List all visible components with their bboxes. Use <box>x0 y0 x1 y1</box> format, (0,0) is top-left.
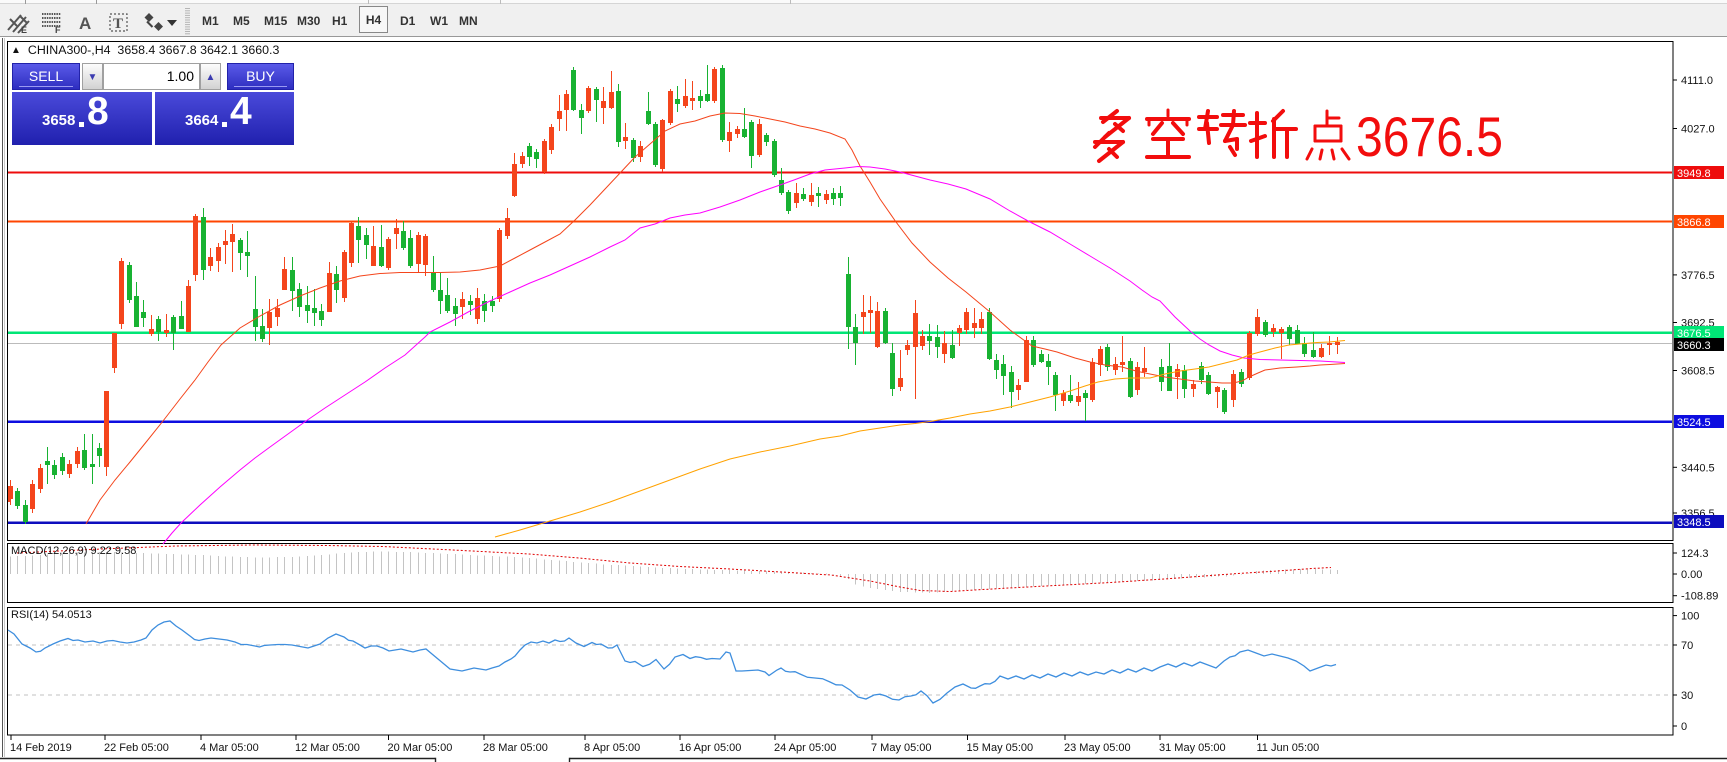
svg-text:A: A <box>79 14 91 33</box>
svg-text:14 Feb 2019: 14 Feb 2019 <box>10 742 72 754</box>
svg-text:15 May 05:00: 15 May 05:00 <box>967 742 1034 754</box>
svg-text:24 Apr 05:00: 24 Apr 05:00 <box>774 742 836 754</box>
svg-text:30: 30 <box>1681 690 1693 702</box>
svg-text:T: T <box>113 16 123 32</box>
svg-text:3776.5: 3776.5 <box>1681 270 1715 282</box>
svg-text:0: 0 <box>1681 721 1687 733</box>
svg-text:70: 70 <box>1681 640 1693 652</box>
svg-text:22 Feb 05:00: 22 Feb 05:00 <box>104 742 169 754</box>
svg-text:28 Mar 05:00: 28 Mar 05:00 <box>483 742 548 754</box>
svg-text:3949.8: 3949.8 <box>1677 168 1711 180</box>
svg-text:124.3: 124.3 <box>1681 548 1709 560</box>
svg-text:MACD(12,26,9) 9.22 9.58: MACD(12,26,9) 9.22 9.58 <box>11 545 136 557</box>
svg-text:100: 100 <box>1681 611 1699 623</box>
svg-text:3440.5: 3440.5 <box>1681 462 1715 474</box>
svg-text:3660.3: 3660.3 <box>1677 340 1711 352</box>
svg-text:4027.0: 4027.0 <box>1681 124 1715 136</box>
svg-text:23 May 05:00: 23 May 05:00 <box>1064 742 1131 754</box>
svg-text:3676.5: 3676.5 <box>1356 105 1503 168</box>
svg-text:11 Jun 05:00: 11 Jun 05:00 <box>1257 742 1320 754</box>
svg-text:4 Mar 05:00: 4 Mar 05:00 <box>200 742 259 754</box>
svg-text:3866.8: 3866.8 <box>1677 217 1711 229</box>
svg-text:E: E <box>21 25 27 35</box>
svg-text:-108.89: -108.89 <box>1681 591 1718 603</box>
svg-text:20 Mar 05:00: 20 Mar 05:00 <box>388 742 453 754</box>
svg-text:4111.0: 4111.0 <box>1681 75 1713 87</box>
svg-text:0.00: 0.00 <box>1681 569 1702 581</box>
svg-text:12 Mar 05:00: 12 Mar 05:00 <box>295 742 360 754</box>
svg-text:3676.5: 3676.5 <box>1677 328 1711 340</box>
svg-text:7 May 05:00: 7 May 05:00 <box>871 742 932 754</box>
svg-text:RSI(14) 54.0513: RSI(14) 54.0513 <box>11 609 92 621</box>
svg-text:16 Apr 05:00: 16 Apr 05:00 <box>679 742 741 754</box>
svg-text:8 Apr 05:00: 8 Apr 05:00 <box>584 742 640 754</box>
svg-text:31 May 05:00: 31 May 05:00 <box>1159 742 1226 754</box>
svg-text:F: F <box>55 25 61 35</box>
svg-text:3524.5: 3524.5 <box>1677 417 1711 429</box>
svg-text:3348.5: 3348.5 <box>1677 517 1711 529</box>
svg-text:3608.5: 3608.5 <box>1681 366 1715 378</box>
